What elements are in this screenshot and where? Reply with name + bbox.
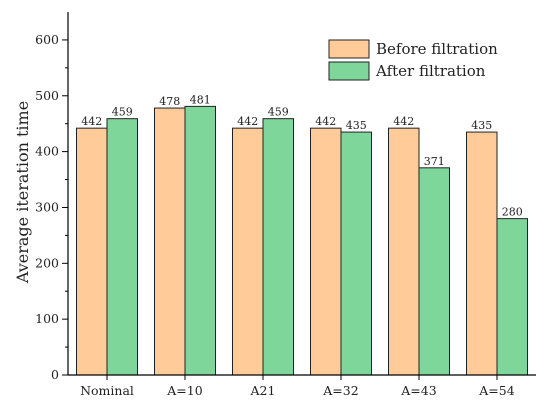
x-tick-label-1: A=10 bbox=[166, 383, 202, 398]
x-tick-label-2: A21 bbox=[250, 383, 276, 398]
bar-before-2 bbox=[232, 127, 264, 376]
x-tick-label-5: A=54 bbox=[478, 383, 514, 398]
bar-after-3 bbox=[340, 131, 372, 376]
y-tick-label-600: 600 bbox=[35, 32, 59, 47]
y-tick-label-200: 200 bbox=[35, 255, 59, 270]
y-tick-label-500: 500 bbox=[35, 88, 59, 103]
x-tick-label-0: Nominal bbox=[80, 383, 134, 398]
x-axis: Nominal A=10 A21 A=32 A=43 A=54 bbox=[68, 374, 536, 398]
bar-after-0 bbox=[106, 118, 138, 376]
bar-before-4 bbox=[388, 127, 420, 376]
data-label-before-2: 442 bbox=[237, 115, 258, 128]
legend-label-after: After filtration bbox=[375, 62, 486, 80]
legend-swatch-before bbox=[328, 39, 370, 59]
bar-before-5 bbox=[466, 131, 498, 376]
data-label-before-1: 478 bbox=[159, 95, 180, 108]
data-label-before-3: 442 bbox=[315, 115, 336, 128]
plot-area: 442 459 478 481 442 459 442 435 442 371 435 280 bbox=[76, 93, 528, 376]
data-label-before-0: 442 bbox=[81, 115, 102, 128]
bar-before-3 bbox=[310, 127, 342, 376]
data-label-before-5: 435 bbox=[471, 119, 492, 132]
y-axis: 0 100 200 300 400 500 600 bbox=[35, 12, 69, 382]
data-label-after-4: 371 bbox=[424, 155, 445, 168]
bar-before-1 bbox=[154, 107, 186, 376]
legend-swatch-after bbox=[328, 61, 370, 81]
x-tick-label-4: A=43 bbox=[400, 383, 436, 398]
legend: Before filtration After filtration bbox=[328, 39, 498, 81]
data-label-after-3: 435 bbox=[346, 119, 367, 132]
bar-after-4 bbox=[418, 167, 450, 376]
y-tick-label-400: 400 bbox=[35, 144, 59, 159]
bar-after-1 bbox=[184, 105, 216, 376]
bar-after-5 bbox=[496, 218, 528, 376]
data-label-before-4: 442 bbox=[393, 115, 414, 128]
y-tick-label-100: 100 bbox=[35, 311, 59, 326]
data-label-after-1: 481 bbox=[190, 93, 211, 106]
y-tick-label-300: 300 bbox=[35, 199, 59, 214]
x-tick-label-3: A=32 bbox=[322, 383, 358, 398]
bar-before-0 bbox=[76, 127, 108, 376]
data-label-after-0: 459 bbox=[112, 106, 133, 119]
y-axis-label: Average iteration time bbox=[13, 101, 32, 284]
y-tick-label-0: 0 bbox=[51, 367, 59, 382]
data-label-after-5: 280 bbox=[502, 206, 523, 219]
legend-label-before: Before filtration bbox=[376, 40, 498, 58]
bar-after-2 bbox=[262, 118, 294, 376]
data-label-after-2: 459 bbox=[268, 106, 289, 119]
